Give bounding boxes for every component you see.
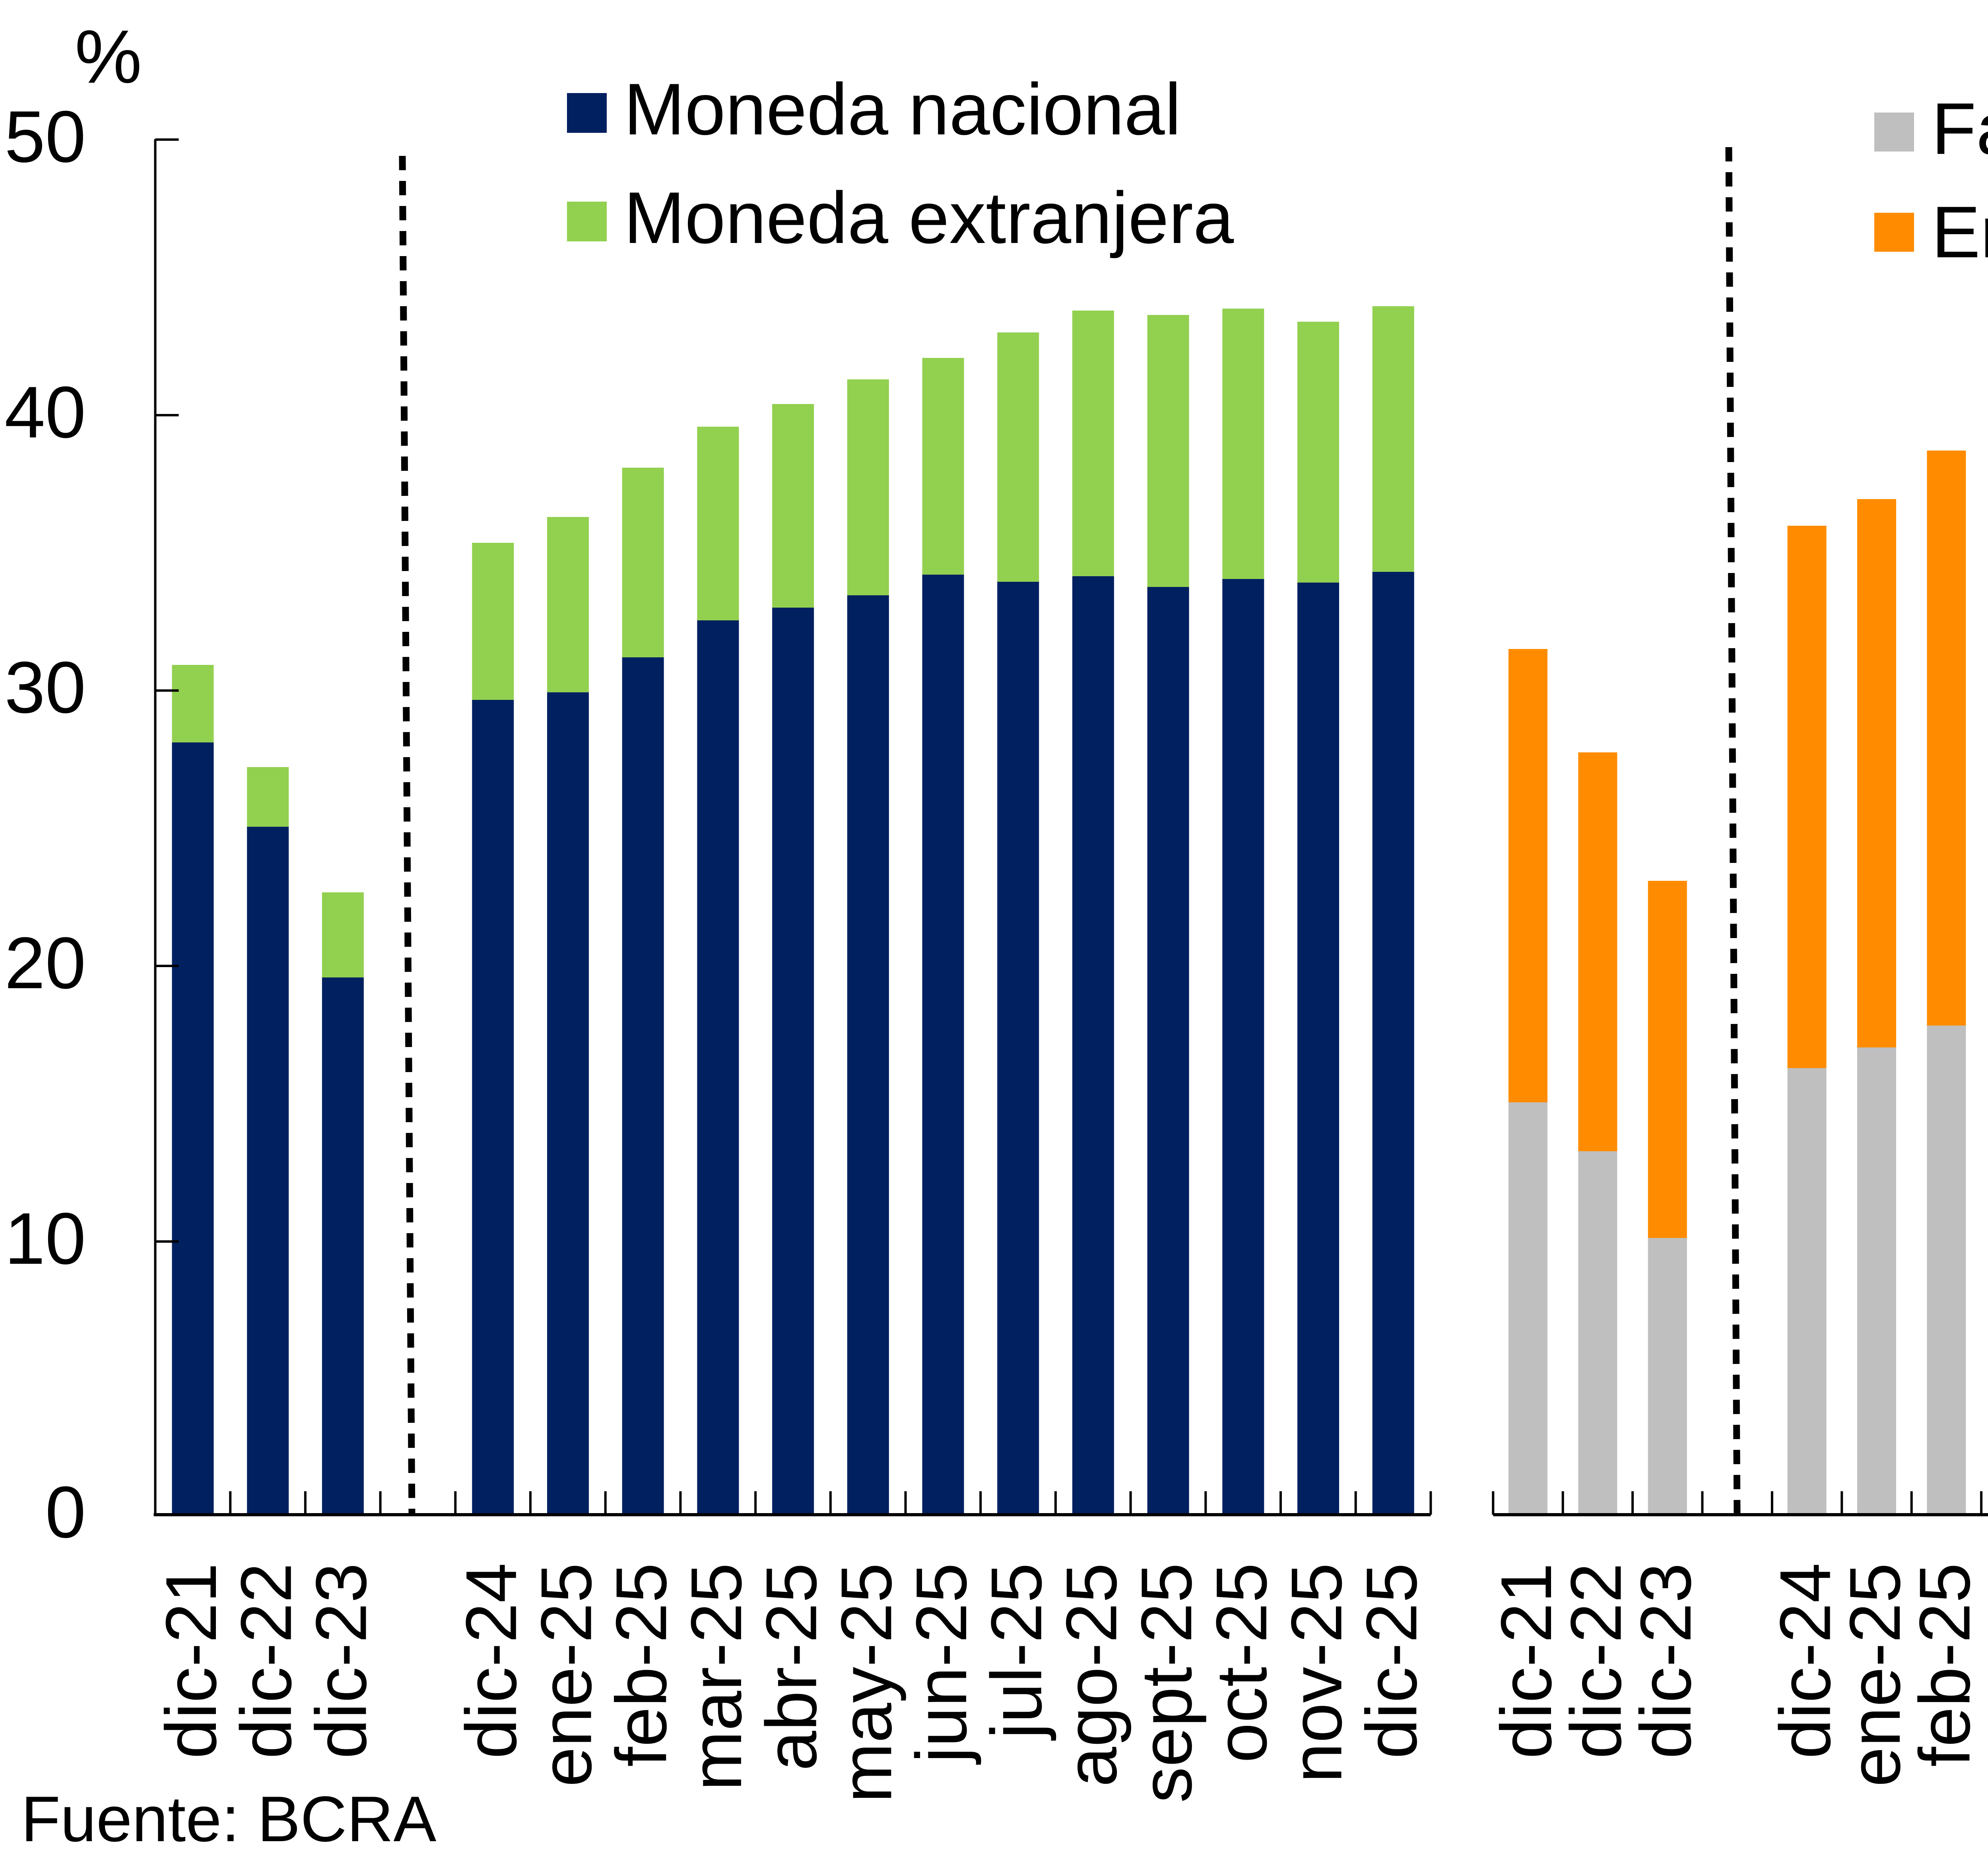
svg-text:dic-23: dic-23	[1626, 1563, 1706, 1759]
svg-text:may-25: may-25	[826, 1563, 907, 1803]
svg-text:Empresas: Empresas	[1932, 191, 1988, 273]
svg-text:50: 50	[4, 95, 86, 177]
svg-text:30: 30	[4, 646, 86, 728]
svg-text:sept-25: sept-25	[1126, 1563, 1207, 1803]
svg-text:abr-25: abr-25	[751, 1563, 832, 1771]
svg-text:0: 0	[45, 1471, 86, 1553]
svg-text:mar-25: mar-25	[1974, 1563, 1988, 1791]
svg-text:jun-25: jun-25	[901, 1563, 982, 1765]
svg-text:dic-22: dic-22	[226, 1563, 307, 1759]
svg-text:feb-25: feb-25	[1905, 1563, 1985, 1767]
svg-text:dic-25: dic-25	[1351, 1563, 1432, 1759]
svg-text:dic-24: dic-24	[451, 1563, 532, 1759]
svg-text:ene-25: ene-25	[526, 1563, 607, 1787]
svg-text:10: 10	[4, 1197, 86, 1279]
svg-text:feb-25: feb-25	[601, 1563, 681, 1767]
svg-text:Moneda nacional: Moneda nacional	[624, 68, 1181, 150]
svg-text:Familias: Familias	[1932, 87, 1988, 169]
svg-text:dic-22: dic-22	[1556, 1563, 1636, 1759]
svg-text:oct-25: oct-25	[1202, 1563, 1282, 1763]
svg-text:Fuente: BCRA: Fuente: BCRA	[21, 1783, 436, 1855]
svg-text:ene-25: ene-25	[1835, 1563, 1915, 1787]
svg-text:dic-23: dic-23	[301, 1563, 381, 1759]
svg-text:20: 20	[4, 922, 86, 1004]
svg-text:mar-25: mar-25	[676, 1563, 757, 1791]
svg-text:ago-25: ago-25	[1051, 1563, 1132, 1787]
svg-text:jul-25: jul-25	[977, 1563, 1057, 1741]
svg-text:nov-25: nov-25	[1277, 1563, 1357, 1783]
svg-text:%: %	[75, 15, 142, 99]
svg-text:Moneda extranjera: Moneda extranjera	[624, 177, 1234, 258]
svg-text:40: 40	[4, 371, 86, 453]
svg-text:dic-24: dic-24	[1765, 1563, 1846, 1759]
svg-text:dic-21: dic-21	[151, 1563, 231, 1759]
svg-text:dic-21: dic-21	[1486, 1563, 1567, 1759]
